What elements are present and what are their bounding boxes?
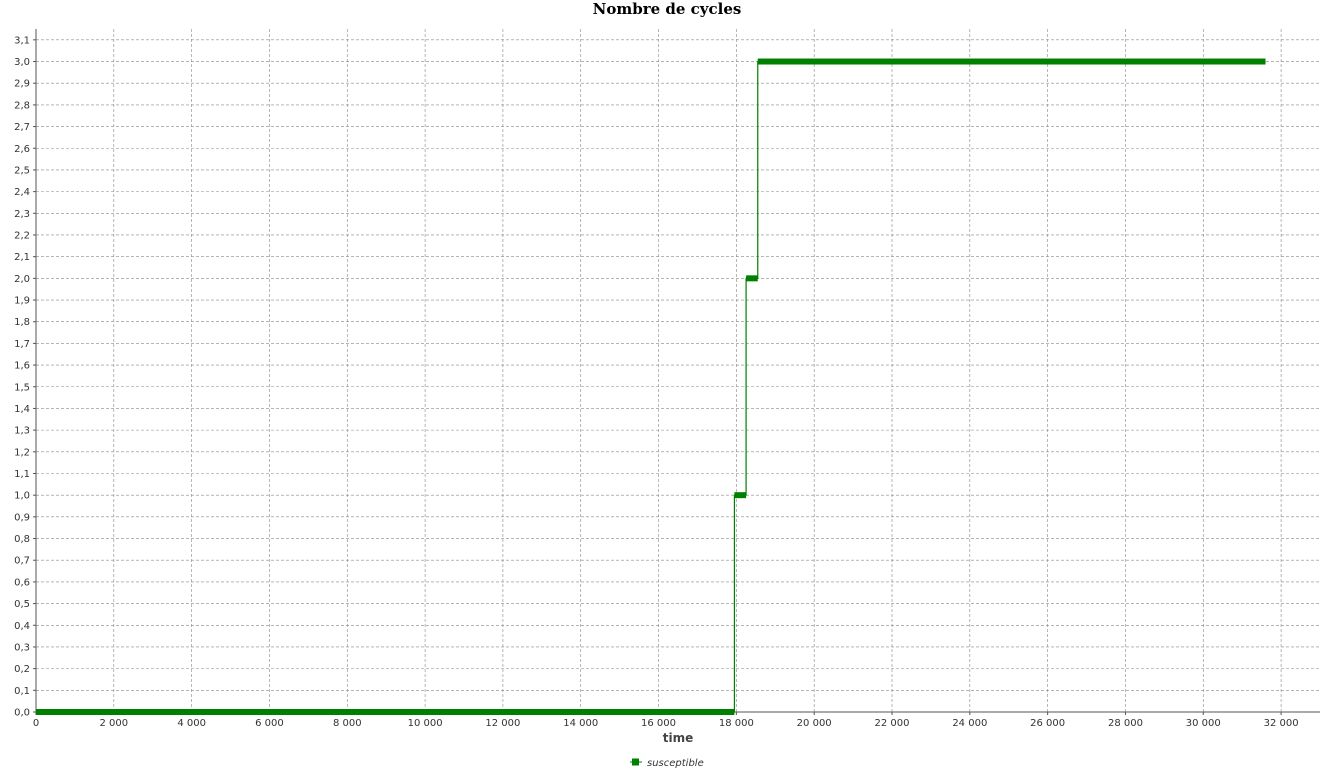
y-tick-label: 1,3 (14, 426, 30, 437)
y-tick-label: 0,6 (14, 577, 30, 588)
y-tick-label: 1,8 (14, 317, 30, 328)
x-tick-label: 14 000 (563, 718, 598, 729)
x-tick-label: 26 000 (1030, 718, 1065, 729)
y-tick-label: 2,2 (14, 230, 30, 241)
series-marker-segment (746, 275, 758, 282)
y-tick-label: 1,9 (14, 296, 30, 307)
series-layer (36, 58, 1266, 715)
y-tick-label: 2,6 (14, 144, 30, 155)
y-tick-label: 3,0 (14, 57, 30, 68)
y-tick-label: 1,5 (14, 382, 30, 393)
y-tick-label: 2,7 (14, 122, 30, 133)
x-tick-label: 20 000 (797, 718, 832, 729)
x-tick-label: 6 000 (255, 718, 284, 729)
series-marker-segment (757, 58, 1266, 65)
x-tick-label: 2 000 (99, 718, 128, 729)
y-tick-label: 1,1 (14, 469, 30, 480)
y-tick-label: 0,5 (14, 599, 30, 610)
legend: susceptible (630, 758, 704, 769)
y-tick-label: 0,7 (14, 556, 30, 567)
x-tick-label: 32 000 (1264, 718, 1299, 729)
y-tick-label: 2,4 (14, 187, 30, 198)
x-tick-label: 8 000 (333, 718, 362, 729)
x-axis-label: time (663, 731, 694, 745)
x-tick-label: 30 000 (1186, 718, 1221, 729)
chart-title: Nombre de cycles (593, 0, 742, 18)
x-tick-label: 0 (33, 718, 39, 729)
series-line-susceptible (36, 60, 1266, 713)
y-tick-label: 0,2 (14, 664, 30, 675)
x-tick-label: 18 000 (719, 718, 754, 729)
x-tick-label: 10 000 (408, 718, 443, 729)
y-tick-label: 1,0 (14, 491, 30, 502)
y-tick-label: 0,4 (14, 621, 30, 632)
y-tick-label: 0,1 (14, 686, 30, 697)
y-tick-label: 2,3 (14, 209, 30, 220)
x-tick-label: 28 000 (1108, 718, 1143, 729)
y-tick-label: 2,8 (14, 100, 30, 111)
y-tick-label: 1,2 (14, 447, 30, 458)
y-tick-label: 1,7 (14, 339, 30, 350)
y-tick-label: 2,1 (14, 252, 30, 263)
x-tick-label: 4 000 (177, 718, 206, 729)
y-tick-label: 1,6 (14, 361, 30, 372)
y-tick-label: 0,9 (14, 512, 30, 523)
y-tick-label: 0,0 (14, 708, 30, 719)
y-tick-label: 2,0 (14, 274, 30, 285)
grid (36, 29, 1320, 712)
x-tick-label: 16 000 (641, 718, 676, 729)
y-tick-label: 2,5 (14, 165, 30, 176)
series-marker-segment (734, 492, 747, 499)
y-tick-label: 2,9 (14, 79, 30, 90)
legend-label-susceptible: susceptible (647, 758, 704, 769)
x-tick-label: 22 000 (875, 718, 910, 729)
y-tick-label: 0,8 (14, 534, 30, 545)
x-tick-label: 24 000 (952, 718, 987, 729)
series-marker-segment (36, 709, 735, 715)
x-tick-label: 12 000 (485, 718, 520, 729)
legend-marker-icon (632, 758, 639, 766)
axes: 0,0 0,1 0,2 0,3 0,4 0,5 0,6 0,7 0,8 0,9 1,0 1,1 1,2 1… (14, 29, 1320, 729)
y-tick-label: 3,1 (14, 35, 30, 46)
y-tick-label: 0,3 (14, 642, 30, 653)
y-tick-label: 1,4 (14, 404, 30, 415)
